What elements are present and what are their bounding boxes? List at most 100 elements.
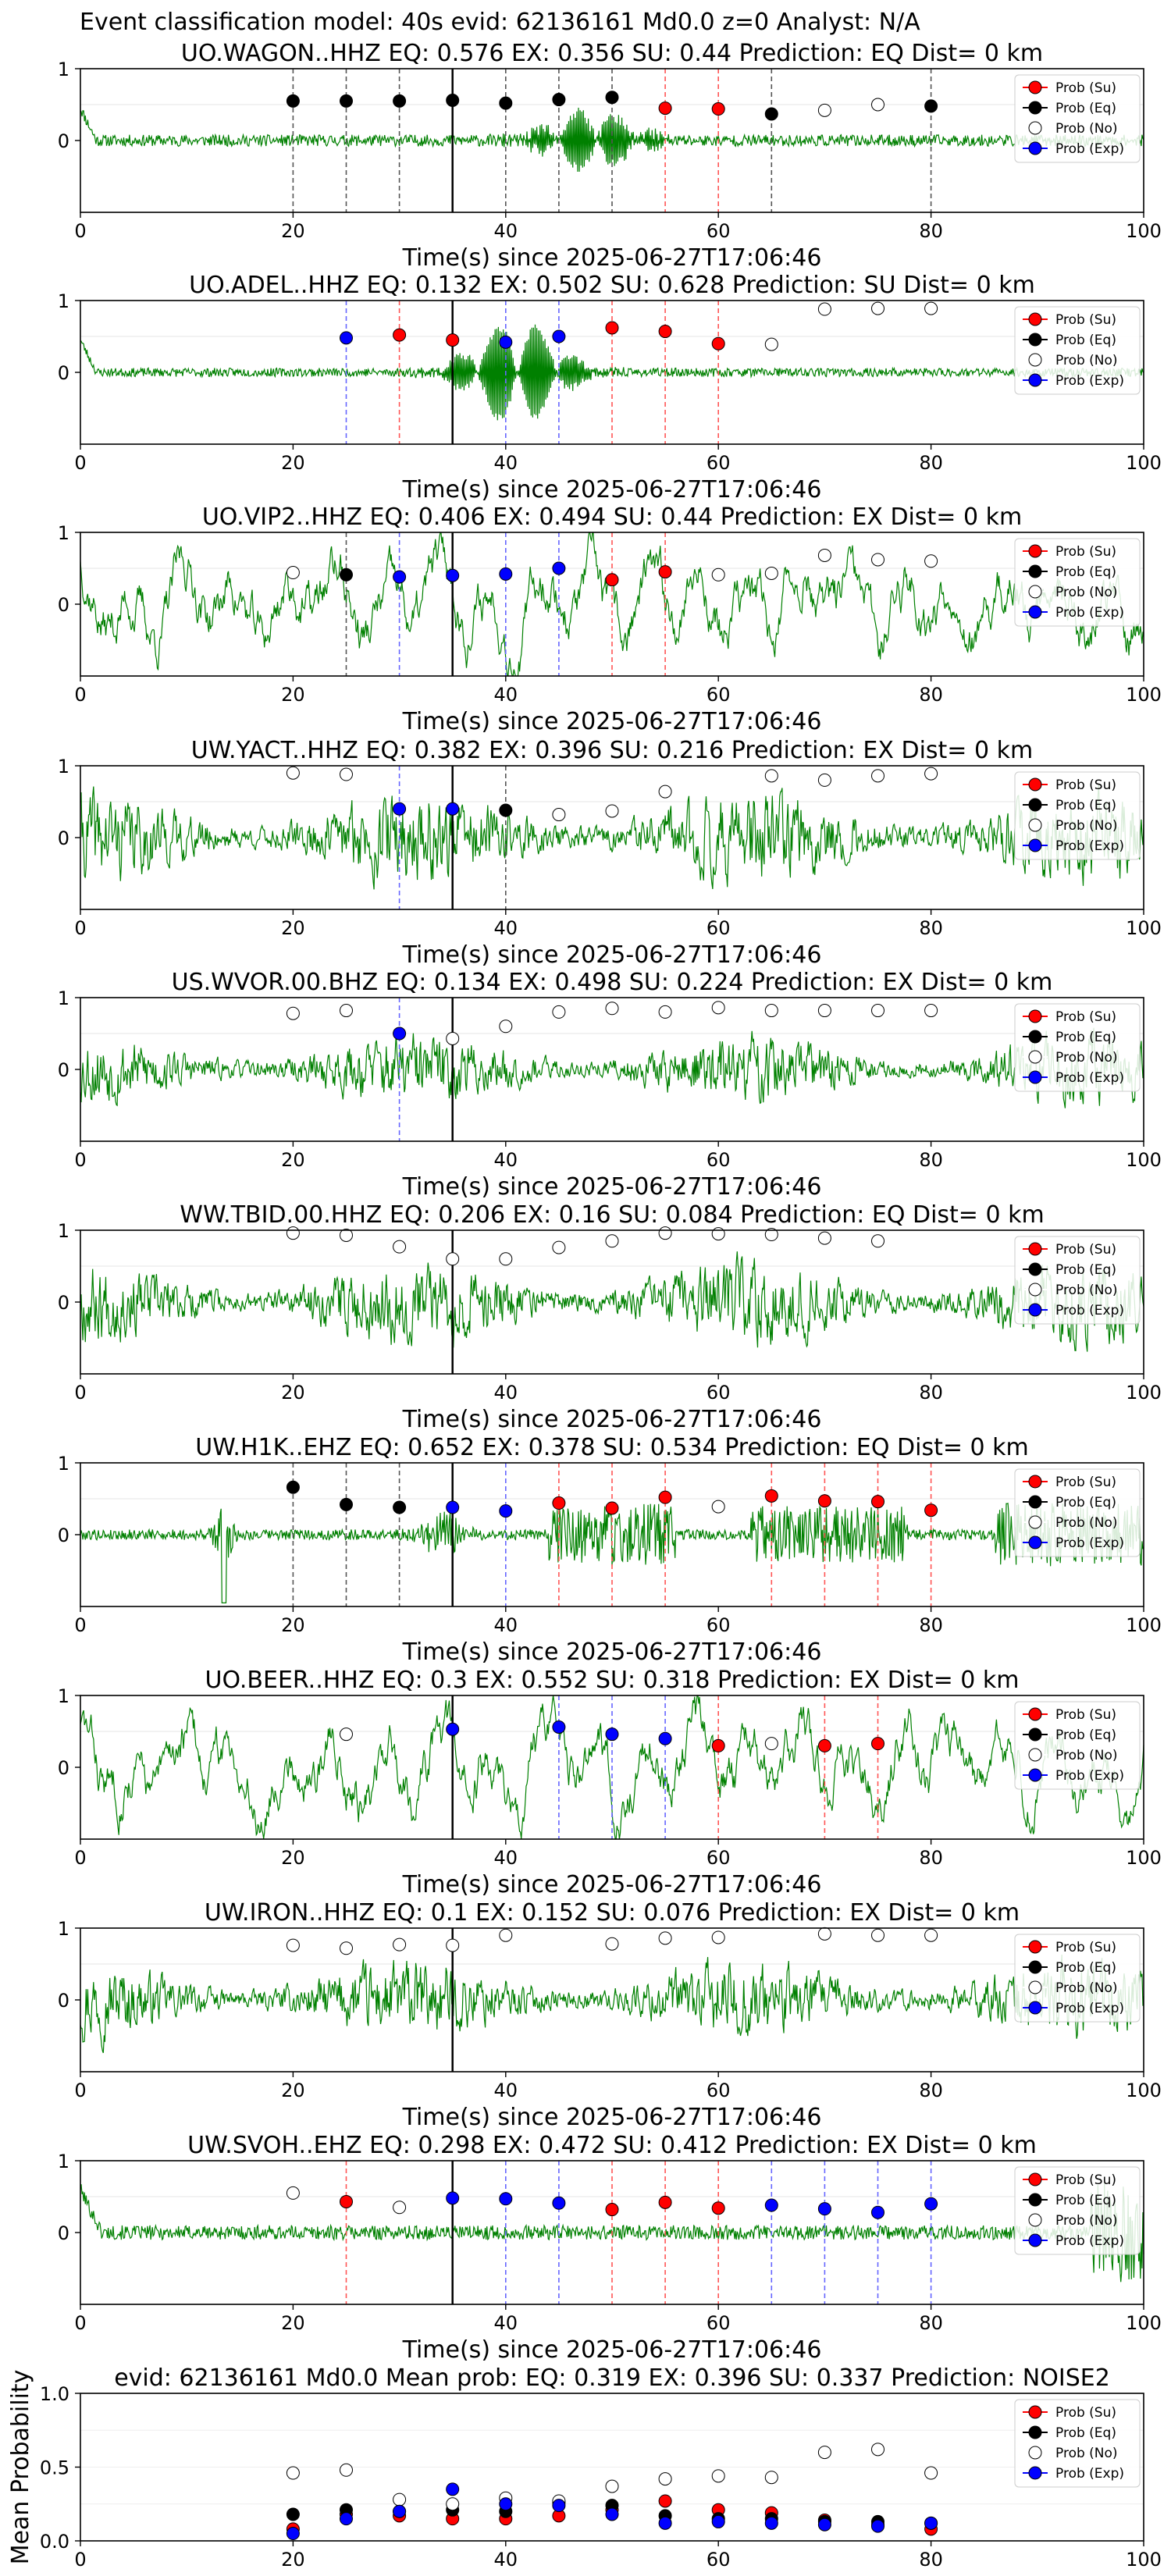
legend-marker-exp xyxy=(1028,373,1042,387)
prob-point-su xyxy=(658,1490,672,1504)
legend-label-eq: Prob (Eq) xyxy=(1055,333,1116,348)
prob-point-exp xyxy=(552,2196,566,2210)
prob-point-su xyxy=(764,1489,778,1503)
x-tick-label: 40 xyxy=(494,917,518,939)
prob-point-exp xyxy=(924,2197,938,2211)
x-tick-label: 0 xyxy=(74,684,86,706)
x-tick-label: 0 xyxy=(74,1614,86,1636)
prob-point-su xyxy=(605,321,619,335)
x-tick-label: 60 xyxy=(707,2080,731,2101)
x-tick-label: 40 xyxy=(494,452,518,474)
y-tick-label: 1 xyxy=(58,2151,69,2172)
prob-point-eq xyxy=(446,93,460,107)
legend-marker-eq xyxy=(1028,1960,1042,1974)
legend-label-exp: Prob (Exp) xyxy=(1055,838,1124,854)
legend-marker-exp xyxy=(1028,838,1042,852)
x-tick-label: 20 xyxy=(281,2549,305,2571)
y-tick-label: 1 xyxy=(58,756,69,777)
legend-label-exp: Prob (Exp) xyxy=(1055,2233,1124,2249)
legend-label-eq: Prob (Eq) xyxy=(1055,1495,1116,1510)
panel-title: US.WVOR.00.BHZ EQ: 0.134 EX: 0.498 SU: 0… xyxy=(172,969,1053,996)
prob-point-no xyxy=(393,1240,407,1254)
prob-point-no xyxy=(658,785,672,799)
mean-point-exp xyxy=(658,2516,672,2530)
prob-point-no xyxy=(817,548,831,562)
station-panel-9: UW.SVOH..EHZ EQ: 0.298 EX: 0.472 SU: 0.4… xyxy=(58,2132,1162,2364)
prob-point-su xyxy=(871,1737,884,1751)
legend-marker-exp xyxy=(1028,2001,1042,2015)
legend-label-exp: Prob (Exp) xyxy=(1055,373,1124,389)
waveform-trace xyxy=(80,1954,1144,2054)
x-tick-label: 20 xyxy=(281,1149,305,1171)
prob-point-su xyxy=(924,1503,938,1517)
legend-marker-eq xyxy=(1028,1495,1042,1509)
legend-box xyxy=(1014,771,1141,860)
station-panel-4: US.WVOR.00.BHZ EQ: 0.134 EX: 0.498 SU: 0… xyxy=(58,969,1162,1201)
legend-label-eq: Prob (Eq) xyxy=(1055,1960,1116,1976)
legend-label-su: Prob (Su) xyxy=(1055,544,1116,560)
mean-point-no xyxy=(871,2443,884,2457)
x-tick-label: 60 xyxy=(707,220,731,242)
mean-probability-panel: evid: 62136161 Md0.0 Mean prob: EQ: 0.31… xyxy=(7,2364,1162,2571)
prob-point-su xyxy=(605,2203,619,2217)
prob-point-no xyxy=(871,553,884,567)
prob-point-no xyxy=(552,1240,566,1254)
legend-label-su: Prob (Su) xyxy=(1055,312,1116,328)
prob-point-exp xyxy=(499,335,513,349)
prob-point-no xyxy=(446,1252,460,1266)
prob-point-no xyxy=(764,1004,778,1018)
legend-marker-su xyxy=(1028,1707,1042,1721)
prob-point-su xyxy=(605,1501,619,1515)
legend-marker-no xyxy=(1028,353,1042,367)
legend-label-exp: Prob (Exp) xyxy=(1055,1303,1124,1318)
prob-point-no xyxy=(658,1226,672,1240)
prob-point-exp xyxy=(393,1026,407,1041)
x-tick-label: 80 xyxy=(919,917,943,939)
waveform-trace xyxy=(80,1251,1144,1352)
x-tick-label: 100 xyxy=(1126,220,1162,242)
legend-label-exp: Prob (Exp) xyxy=(1055,1070,1124,1086)
x-tick-label: 60 xyxy=(707,2312,731,2334)
legend-marker-no xyxy=(1028,2213,1042,2227)
prob-point-exp xyxy=(605,1727,619,1742)
prob-point-no xyxy=(286,766,300,780)
legend-box xyxy=(1014,1934,1141,2023)
x-tick-label: 40 xyxy=(494,1614,518,1636)
y-tick-label: 0 xyxy=(58,130,69,152)
prob-point-su xyxy=(658,325,672,339)
prob-point-no xyxy=(871,301,884,315)
y-tick-label: 1 xyxy=(58,290,69,312)
mean-point-no xyxy=(605,2479,619,2493)
prob-point-no xyxy=(658,1931,672,1945)
legend-marker-exp xyxy=(1028,2466,1042,2480)
legend-label-eq: Prob (Eq) xyxy=(1055,564,1116,580)
x-tick-label: 100 xyxy=(1126,917,1162,939)
x-tick-label: 80 xyxy=(919,684,943,706)
legend-box xyxy=(1014,1701,1141,1790)
legend-label-eq: Prob (Eq) xyxy=(1055,2193,1116,2208)
legend-marker-su xyxy=(1028,80,1042,94)
prob-point-no xyxy=(924,1928,938,1942)
legend-box xyxy=(1014,74,1141,163)
x-tick-label: 0 xyxy=(74,220,86,242)
prob-point-su xyxy=(817,1738,831,1752)
prob-point-exp xyxy=(552,1720,566,1734)
prob-point-no xyxy=(446,1031,460,1045)
mean-point-no xyxy=(340,2463,353,2477)
legend-label-exp: Prob (Exp) xyxy=(1055,2466,1124,2482)
legend-marker-eq xyxy=(1028,2193,1042,2207)
prob-point-no xyxy=(340,767,353,781)
mean-point-no xyxy=(393,2492,407,2507)
x-axis-label: Time(s) since 2025-06-27T17:06:46 xyxy=(402,476,822,503)
x-tick-label: 20 xyxy=(281,1382,305,1404)
prob-point-no xyxy=(552,808,566,822)
legend-label-no: Prob (No) xyxy=(1055,1283,1118,1298)
prob-point-no xyxy=(605,1234,619,1248)
x-tick-label: 100 xyxy=(1126,1382,1162,1404)
y-axis-label: Mean Probability xyxy=(7,2370,34,2565)
legend-marker-su xyxy=(1028,1242,1042,1256)
prob-point-no xyxy=(924,1004,938,1018)
prob-point-exp xyxy=(446,802,460,816)
legend-marker-eq xyxy=(1028,101,1042,115)
legend-box xyxy=(1014,306,1141,395)
